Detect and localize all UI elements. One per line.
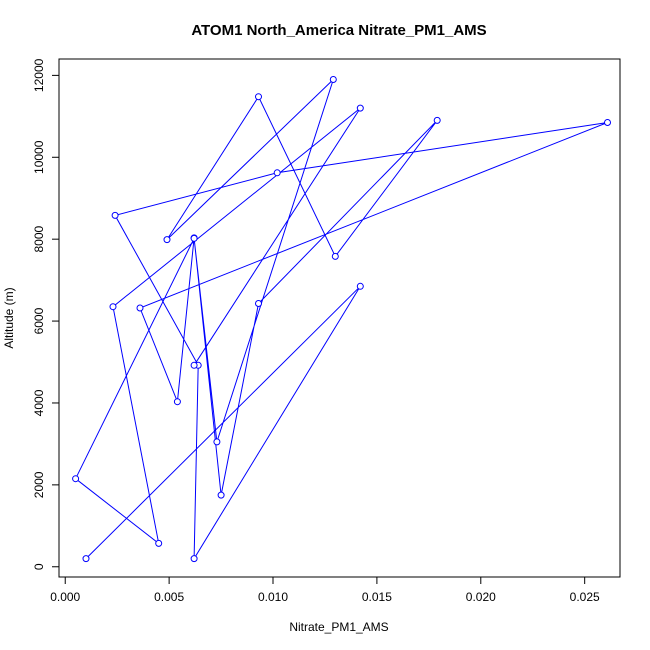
data-point <box>433 116 441 124</box>
y-tick-label: 6000 <box>32 307 46 334</box>
data-point <box>173 398 181 406</box>
data-point <box>190 234 198 242</box>
x-tick-label: 0.020 <box>466 590 496 604</box>
data-point <box>109 303 117 311</box>
data-point <box>213 438 221 446</box>
y-tick-label: 8000 <box>32 226 46 253</box>
x-tick-label: 0.000 <box>50 590 80 604</box>
x-tick-label: 0.010 <box>258 590 288 604</box>
data-point <box>155 539 163 547</box>
x-axis: 0.000 0.005 0.010 0.015 0.020 0.025 <box>50 576 600 604</box>
x-tick-label: 0.025 <box>570 590 600 604</box>
data-point <box>356 282 364 290</box>
y-tick-label: 12000 <box>32 58 46 92</box>
y-tick-label: 4000 <box>32 389 46 416</box>
data-point <box>82 555 90 563</box>
chart-title: ATOM1 North_America Nitrate_PM1_AMS <box>191 22 486 39</box>
data-point <box>255 93 262 101</box>
data-point <box>136 304 144 312</box>
y-tick-label: 0 <box>32 563 46 570</box>
data-point <box>190 555 198 563</box>
data-point <box>163 236 171 244</box>
data-point <box>255 300 262 307</box>
data-point <box>356 104 364 112</box>
data-point <box>331 252 339 260</box>
x-tick-label: 0.015 <box>362 590 392 604</box>
data-point <box>604 119 611 126</box>
y-axis-label: Altitude (m) <box>2 287 16 348</box>
y-axis: 0 2000 4000 6000 8000 10000 12000 <box>32 58 60 570</box>
data-point <box>217 491 225 499</box>
x-axis-label: Nitrate_PM1_AMS <box>289 620 388 634</box>
x-tick-label: 0.005 <box>154 590 184 604</box>
y-tick-label: 2000 <box>32 471 46 498</box>
data-point <box>329 76 337 83</box>
series-line <box>74 79 608 561</box>
data-point <box>72 475 80 483</box>
data-point <box>273 169 281 177</box>
data-point <box>111 211 119 219</box>
series-layer <box>72 76 611 563</box>
y-tick-label: 10000 <box>32 140 46 174</box>
data-point <box>190 361 198 369</box>
